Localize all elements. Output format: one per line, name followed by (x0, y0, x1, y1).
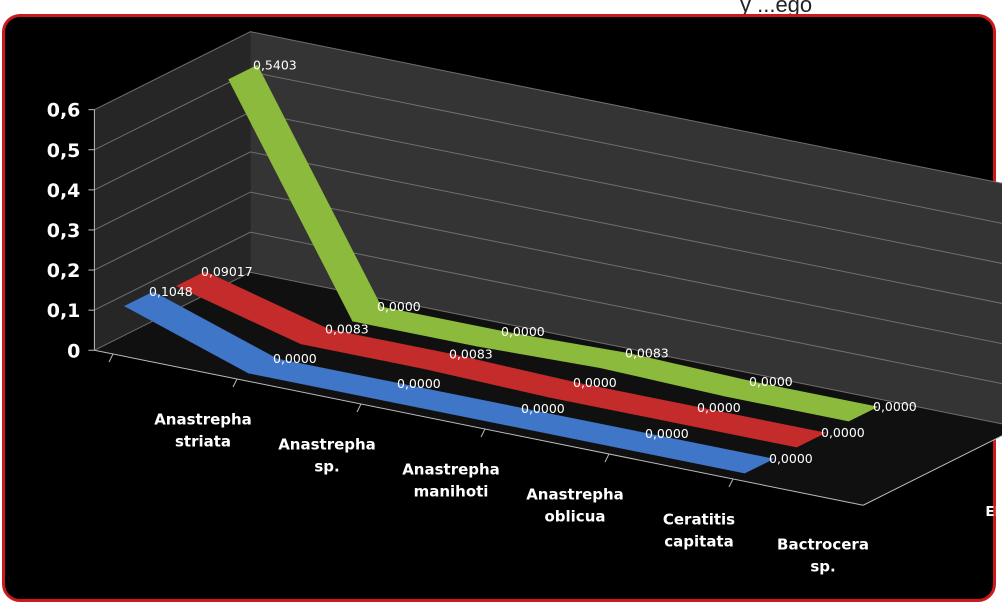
y-axis: 0 0,1 0,2 0,3 0,4 0,5 0,6 (47, 100, 864, 506)
data-label: 0,0000 (645, 426, 689, 441)
cropped-header-text: y ...ego (0, 0, 1002, 20)
x-tick (356, 403, 362, 413)
series-enero: 0,1048 0,0000 0,0000 0,0000 0,0000 0,0000 (124, 284, 813, 474)
y-tick-label: 0,6 (47, 100, 81, 122)
x-tick (108, 353, 114, 363)
data-label: 0,0083 (449, 347, 493, 362)
data-label: 0,0000 (769, 451, 813, 466)
data-label: 0,09017 (201, 264, 253, 279)
ribbon-segment (723, 381, 879, 422)
data-label: 0,0083 (325, 322, 369, 337)
data-label: 0,0000 (573, 375, 617, 390)
data-label: 0,0000 (697, 400, 741, 415)
gridline (94, 231, 1002, 385)
x-tick-label: Anastrepha oblicua (526, 486, 624, 526)
header-fragment: y ...ego (740, 0, 813, 17)
x-tick (232, 378, 238, 388)
x-tick (604, 453, 610, 463)
x-tick (480, 428, 486, 438)
series-axis-labels: ENEROFEBREROMARZO (862, 435, 1002, 520)
y-tick-label: 0,2 (47, 260, 81, 282)
x-axis-line (94, 349, 864, 506)
data-label: 0,0083 (625, 346, 669, 361)
data-label: 0,0000 (501, 324, 545, 339)
data-label: 0,0000 (873, 399, 917, 414)
series-ribbons: 0,54030,00000,00000,00830,00000,00000,09… (124, 57, 917, 474)
data-label: 0,0000 (273, 351, 317, 366)
x-tick-label: Anastrepha striata (154, 411, 252, 451)
series-febrero: 0,09017 0,0083 0,0083 0,0000 0,0000 0,0000 (176, 264, 865, 448)
x-axis-labels: Anastrepha striata Anastrepha sp. Anastrepha… (108, 353, 869, 576)
y-tick-label: 0,5 (47, 140, 81, 162)
data-label: 0,5403 (253, 57, 297, 72)
x-tick-label: Anastrepha manihoti (402, 461, 500, 501)
data-label: 0,0000 (377, 299, 421, 314)
data-label: 0,0000 (521, 401, 565, 416)
x-tick-label: Anastrepha sp. (278, 436, 376, 476)
data-label: 0,0000 (749, 374, 793, 389)
series-axis-label: ENERO (985, 504, 1002, 520)
gridline (94, 31, 1002, 184)
y-tick-label: 0,3 (47, 220, 81, 242)
gridline (94, 271, 1002, 425)
x-tick-label: Bactrocera sp. (777, 536, 869, 576)
x-tick (728, 478, 734, 488)
ribbon-segment (619, 433, 775, 474)
x-tick-label: Ceratitis capitata (663, 511, 735, 551)
y-tick-label: 0 (67, 340, 80, 362)
data-label: 0,1048 (149, 284, 193, 299)
data-label: 0,0000 (397, 376, 441, 391)
series-marzo: 0,5403 0,0000 0,0000 0,0083 0,0000 0,0000 (228, 57, 917, 422)
data-label: 0,0000 (821, 425, 865, 440)
depth-axis-line (862, 435, 1002, 506)
chart-gridlines (94, 31, 1002, 425)
y-tick-label: 0,4 (47, 180, 81, 202)
ribbon-segment (671, 407, 827, 448)
gridline (94, 151, 1002, 304)
y-tick-label: 0,1 (47, 300, 81, 322)
gridline (94, 191, 1002, 345)
